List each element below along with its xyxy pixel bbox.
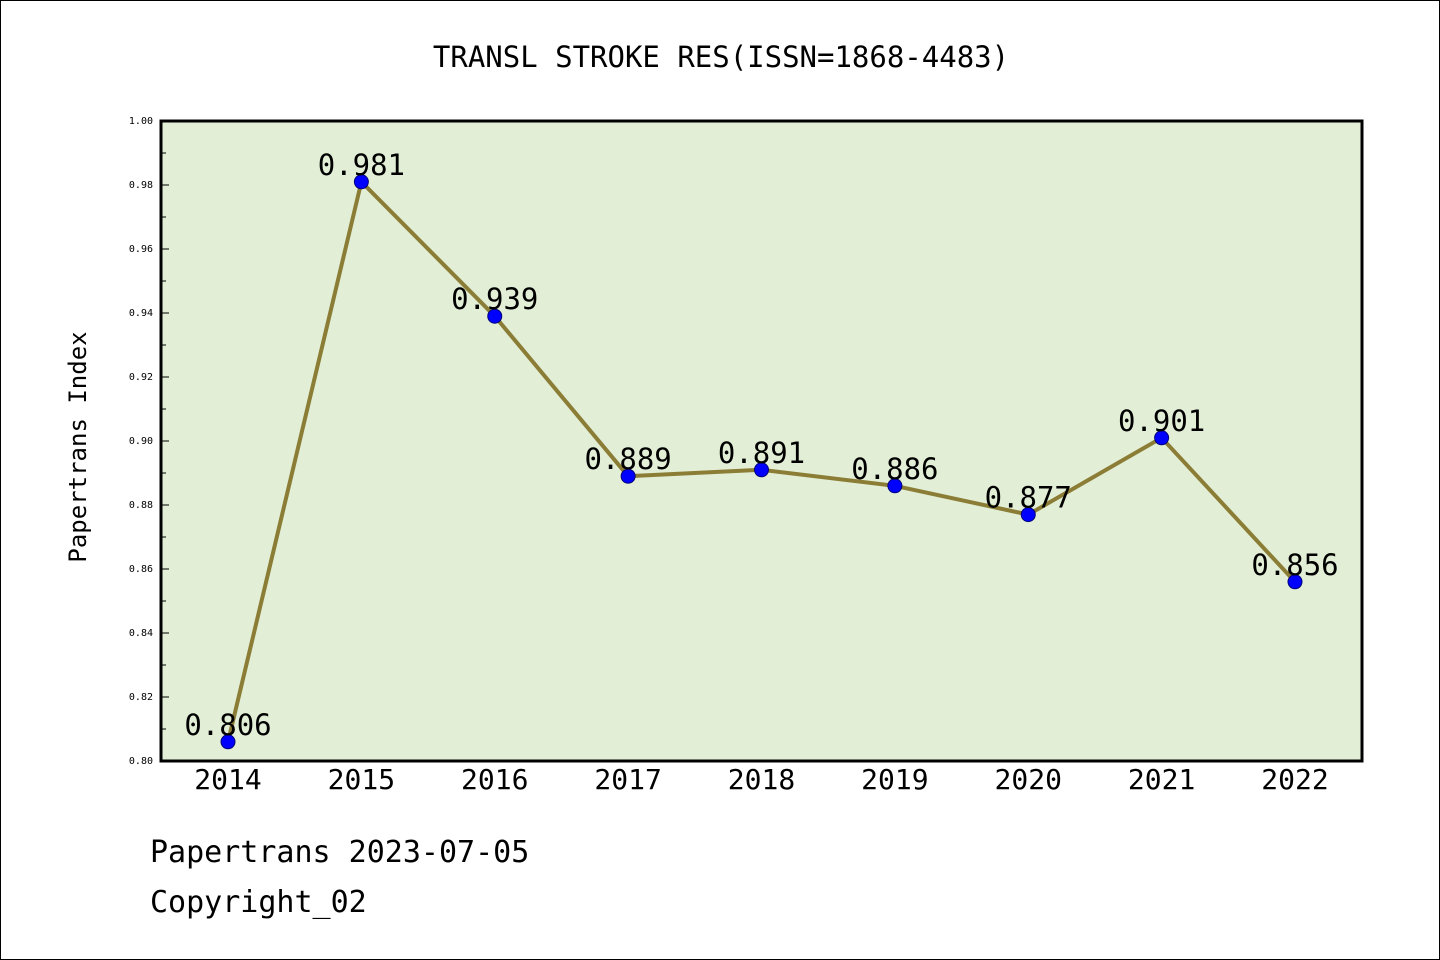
x-tick-label: 2019 <box>861 763 928 796</box>
footer-copyright: Copyright_02 <box>150 885 367 920</box>
y-tick-label: 1.00 <box>129 116 153 127</box>
y-tick-label: 0.96 <box>129 244 153 255</box>
footer-credit: Papertrans 2023-07-05 <box>150 835 530 870</box>
data-point <box>1020 507 1036 523</box>
x-tick-label: 2018 <box>728 763 795 796</box>
series: 0.806 0.981 0.939 0.889 0.891 0.886 0.877 0.901… <box>184 148 1339 750</box>
y-tick-label: 0.88 <box>129 500 153 511</box>
plot-border <box>159 119 1364 763</box>
y-tick-label: 0.94 <box>129 308 153 319</box>
data-point <box>353 174 369 190</box>
x-tick-label: 2014 <box>194 763 261 796</box>
data-label: 0.901 <box>1118 404 1205 438</box>
data-label: 0.856 <box>1251 548 1338 582</box>
y-tick-label: 0.92 <box>129 372 153 383</box>
data-point <box>754 462 769 478</box>
y-axis-title: Papertrans Index <box>64 331 92 562</box>
data-point <box>887 478 903 494</box>
y-tick-label: 0.80 <box>129 756 153 767</box>
x-tick-label: 2016 <box>461 763 528 796</box>
y-tick-label: 0.82 <box>129 692 153 703</box>
data-point <box>1154 430 1170 446</box>
data-point <box>220 734 236 750</box>
data-label: 0.891 <box>718 436 805 470</box>
y-tick-label: 0.90 <box>129 436 153 447</box>
data-point <box>1287 574 1303 590</box>
y-tick-label: 0.84 <box>129 628 153 639</box>
x-tick-label: 2020 <box>995 763 1062 796</box>
x-tick-label: 2017 <box>594 763 661 796</box>
data-label: 0.939 <box>451 282 538 316</box>
data-label: 0.877 <box>985 481 1072 515</box>
data-label: 0.886 <box>851 452 938 486</box>
data-label: 0.806 <box>184 708 271 742</box>
x-tick-label: 2015 <box>328 763 395 796</box>
data-point <box>487 308 503 324</box>
data-label: 0.889 <box>584 442 671 476</box>
x-tick-label: 2022 <box>1261 763 1328 796</box>
chart-title: TRANSL STROKE RES(ISSN=1868-4483) <box>433 40 1009 74</box>
y-tick-label: 0.98 <box>129 180 153 191</box>
data-point <box>620 468 636 484</box>
data-label: 0.981 <box>318 148 405 182</box>
x-axis-labels: 2014 2015 2016 2017 2018 2019 2020 2021 2022 <box>194 763 1328 796</box>
y-tick-label: 0.86 <box>129 564 153 575</box>
x-tick-label: 2021 <box>1128 763 1195 796</box>
